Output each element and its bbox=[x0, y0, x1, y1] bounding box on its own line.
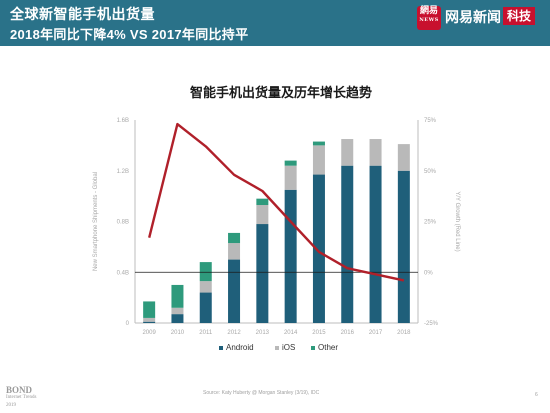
bar-android-2011 bbox=[199, 292, 212, 323]
y-tick-label: 0.8B bbox=[117, 220, 129, 226]
bond-logo-text: BOND bbox=[6, 385, 33, 395]
bar-ios-2018 bbox=[397, 144, 410, 171]
page-number: 6 bbox=[535, 392, 538, 398]
bar-ios-2010 bbox=[171, 307, 184, 315]
bar-android-2014 bbox=[284, 189, 297, 323]
growth-line bbox=[148, 122, 405, 282]
bar-ios-2015 bbox=[312, 145, 325, 175]
brand-logo-sub: NEWS bbox=[419, 17, 439, 23]
y2-tick-label: -25% bbox=[424, 321, 439, 327]
bar-ios-2011 bbox=[199, 281, 212, 293]
bar-other-2014 bbox=[284, 160, 297, 166]
bar-android-2018 bbox=[397, 170, 410, 323]
bar-ios-2017 bbox=[369, 139, 382, 166]
y2-tick-label: 0% bbox=[424, 270, 433, 276]
bar-android-2016 bbox=[341, 165, 354, 323]
bar-other-2012 bbox=[228, 232, 241, 244]
y-tick-label: 0.4B bbox=[117, 270, 129, 276]
bar-ios-2009 bbox=[143, 317, 156, 322]
bar-other-2013 bbox=[256, 198, 269, 206]
x-tick-label: 2011 bbox=[199, 330, 213, 336]
y2-tick-label: 50% bbox=[424, 169, 437, 175]
brand-tag: 科技 bbox=[503, 7, 536, 25]
y-tick-label: 1.2B bbox=[117, 169, 129, 175]
bar-android-2013 bbox=[256, 224, 269, 323]
y2-tick-label: 25% bbox=[424, 220, 437, 226]
bond-logo-sub-2: 2019 bbox=[6, 403, 16, 408]
brand-logo-text: 網易 bbox=[419, 6, 438, 16]
bar-other-2015 bbox=[312, 141, 325, 146]
netease-logo-icon: 網易 NEWS bbox=[417, 6, 441, 30]
bar-android-2009 bbox=[143, 321, 156, 323]
bar-other-2011 bbox=[199, 262, 212, 282]
bar-other-2010 bbox=[171, 284, 184, 308]
bar-ios-2014 bbox=[284, 165, 297, 190]
bar-ios-2013 bbox=[256, 205, 269, 225]
chart-title: 智能手机出货量及历年增长趋势 bbox=[189, 85, 372, 100]
x-tick-label: 2009 bbox=[142, 330, 156, 336]
bar-other-2009 bbox=[143, 301, 156, 318]
x-tick-label: 2013 bbox=[256, 330, 270, 336]
legend-label-other: Other bbox=[318, 343, 338, 352]
y2-tick-label: 75% bbox=[424, 118, 437, 124]
y-axis-title: New Smartphone Shipments - Global bbox=[93, 172, 99, 271]
y-tick-label: 1.6B bbox=[117, 118, 129, 124]
page-title: 全球新智能手机出货量 bbox=[10, 6, 155, 22]
page-subtitle: 2018年同比下降4% VS 2017年同比持平 bbox=[10, 27, 249, 42]
x-tick-label: 2015 bbox=[312, 330, 326, 336]
legend-label-android: Android bbox=[226, 343, 254, 352]
y-tick-label: 0 bbox=[126, 321, 130, 327]
legend-swatch-ios bbox=[275, 346, 279, 350]
bar-android-2012 bbox=[228, 259, 241, 323]
bar-ios-2016 bbox=[341, 139, 354, 166]
y2-axis-title: Y/Y Growth (Red Line) bbox=[454, 191, 460, 251]
bar-android-2017 bbox=[369, 165, 382, 323]
x-tick-label: 2016 bbox=[341, 330, 355, 336]
header-bar: 全球新智能手机出货量 2018年同比下降4% VS 2017年同比持平 網易 N… bbox=[0, 0, 550, 46]
source-note: Source: Katy Huberty @ Morgan Stanley (3… bbox=[203, 390, 320, 396]
brand-name: 网易新闻 bbox=[445, 9, 501, 25]
bond-logo-sub-1: Internet Trends bbox=[6, 395, 37, 400]
x-tick-label: 2014 bbox=[284, 330, 298, 336]
legend-label-ios: iOS bbox=[282, 343, 295, 352]
legend-swatch-android bbox=[219, 346, 223, 350]
x-tick-label: 2018 bbox=[397, 330, 411, 336]
x-tick-label: 2017 bbox=[369, 330, 383, 336]
bar-ios-2012 bbox=[228, 243, 241, 260]
legend-swatch-other bbox=[311, 346, 315, 350]
bond-logo: BOND Internet Trends 2019 bbox=[6, 386, 36, 410]
x-tick-label: 2012 bbox=[227, 330, 241, 336]
x-tick-label: 2010 bbox=[171, 330, 185, 336]
bar-android-2015 bbox=[312, 174, 325, 323]
bar-android-2010 bbox=[171, 314, 184, 323]
